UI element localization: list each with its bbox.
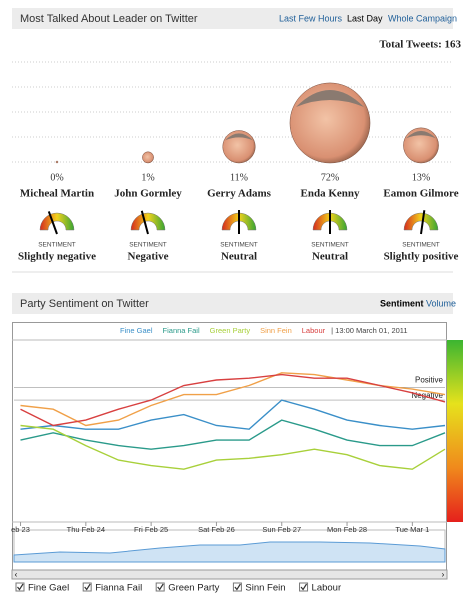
panel-header [12, 293, 453, 314]
legend-item[interactable]: Fianna Fail [163, 326, 200, 335]
gauge-needle [420, 210, 426, 235]
tab[interactable]: Last Few Hours [279, 13, 343, 23]
tab[interactable]: Volume [426, 298, 456, 308]
share-label: 0% [50, 172, 63, 183]
gauge [221, 212, 257, 231]
x-tick-label: eb 23 [11, 525, 30, 534]
tab[interactable]: Sentiment [380, 298, 424, 308]
hair [295, 89, 365, 107]
x-tick-label: Thu Feb 24 [67, 525, 105, 534]
leader-photo [142, 151, 154, 164]
leader-name: Micheal Martin [20, 188, 94, 200]
chart-frame [12, 322, 447, 571]
sentiment: Slightly positive [384, 251, 459, 263]
hair [406, 130, 436, 139]
sentiment-scale [447, 340, 463, 522]
share-label: 1% [141, 172, 154, 183]
x-tick-label: Tue Mar 1 [395, 525, 429, 534]
navigator-area [13, 541, 446, 563]
checkmark [84, 583, 91, 591]
gauge-needle [47, 211, 58, 235]
timestamp: | 13:00 March 01, 2011 [331, 326, 407, 335]
tab[interactable]: Last Day [347, 13, 383, 23]
sentiment: Negative [128, 251, 169, 263]
scroll-right[interactable]: › [442, 570, 445, 579]
checkbox-label[interactable]: Fianna Fail [95, 583, 142, 594]
x-tick-label: Fri Feb 25 [134, 525, 168, 534]
gauge [39, 212, 75, 231]
checkmark [157, 583, 164, 591]
leader-name: Gerry Adams [207, 188, 272, 200]
series-line [20, 399, 446, 430]
sentiment-caption: SENTIMENT [38, 242, 76, 249]
share-label: 13% [412, 172, 430, 183]
sentiment-caption: SENTIMENT [402, 242, 440, 249]
leader-photo [289, 82, 371, 164]
checkbox[interactable] [299, 582, 309, 592]
scroll-left[interactable]: ‹ [15, 570, 18, 579]
share-label: 11% [230, 172, 248, 183]
legend-item[interactable]: Green Party [210, 326, 251, 335]
checkmark [234, 583, 241, 591]
checkbox-label[interactable]: Sinn Fein [245, 583, 285, 594]
checkbox[interactable] [82, 582, 92, 592]
sentiment-caption: SENTIMENT [220, 242, 258, 249]
total-tweets: Total Tweets: 163 [379, 39, 461, 51]
series-line [20, 419, 446, 450]
sentiment-caption: SENTIMENT [129, 242, 167, 249]
checkbox[interactable] [155, 582, 165, 592]
checkbox-label[interactable]: Green Party [168, 583, 219, 594]
x-tick-label: Mon Feb 28 [327, 525, 367, 534]
panel-title: Most Talked About Leader on Twitter [20, 13, 198, 25]
panel-header [12, 8, 453, 29]
checkbox[interactable] [232, 582, 242, 592]
series-line [20, 373, 446, 427]
leader-photo [403, 127, 439, 164]
legend-item[interactable]: Sinn Fein [260, 326, 292, 335]
legend-item[interactable]: Labour [302, 326, 326, 335]
leader-name: John Gormley [114, 188, 182, 200]
hair [225, 133, 253, 141]
tab[interactable]: Whole Campaign [388, 13, 457, 23]
leader-name: Enda Kenny [301, 188, 360, 200]
leader-photo [222, 130, 256, 164]
x-tick-label: Sun Feb 27 [262, 525, 301, 534]
reference-label: Negative [411, 391, 443, 400]
checkbox[interactable] [15, 582, 25, 592]
scrollbar[interactable] [11, 569, 448, 580]
leader-name: Eamon Gilmore [383, 188, 458, 200]
panel-title: Party Sentiment on Twitter [20, 298, 149, 310]
reference-label: Positive [415, 375, 444, 384]
checkmark [300, 583, 308, 591]
legend-item[interactable]: Fine Gael [120, 326, 153, 335]
gauge [312, 212, 348, 231]
leader-photo [55, 160, 59, 164]
gauge [130, 212, 166, 231]
checkmark [17, 583, 24, 591]
x-tick-label: Sat Feb 26 [198, 525, 235, 534]
sentiment-caption: SENTIMENT [311, 242, 349, 249]
checkbox-label[interactable]: Fine Gael [28, 583, 69, 594]
checkbox-label[interactable]: Labour [312, 583, 342, 594]
share-label: 72% [321, 172, 339, 183]
series-line [20, 424, 446, 470]
sentiment: Slightly negative [18, 251, 96, 263]
sentiment: Neutral [221, 251, 257, 263]
sentiment: Neutral [312, 251, 348, 263]
gauge [403, 212, 439, 231]
gauge-needle [140, 210, 149, 235]
